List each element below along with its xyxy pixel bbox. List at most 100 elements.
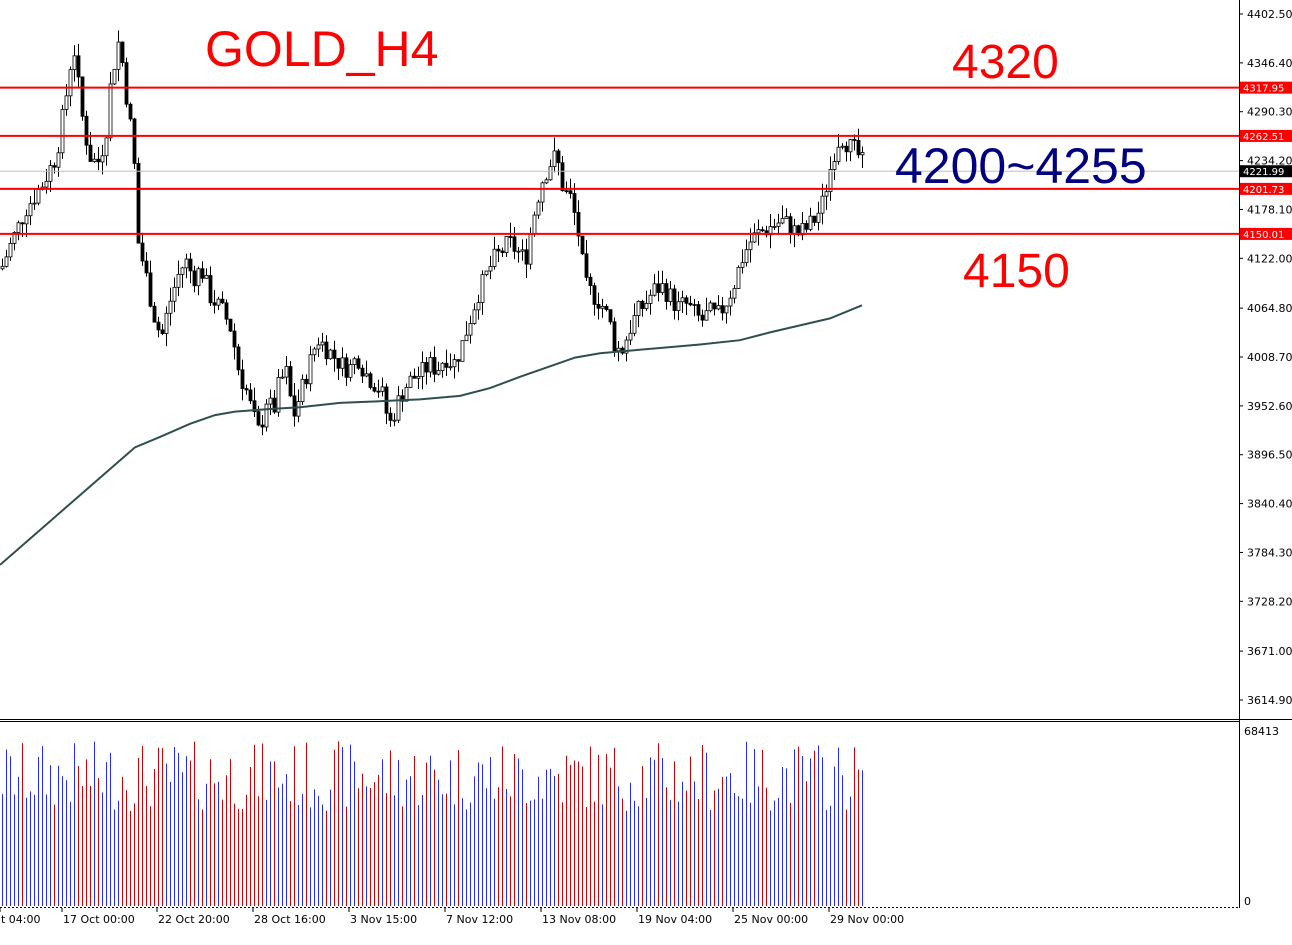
candle-body [208,275,213,304]
y-tick-label: 4178.10 [1247,203,1292,216]
candle-body [68,69,73,97]
candle-body [660,283,665,293]
candle-body [616,347,621,352]
candle-body [848,139,853,153]
candle-body [760,229,765,232]
candle-body [172,286,177,302]
moving-average [0,304,863,566]
candle-body [688,302,693,306]
candle-body [368,373,373,388]
candle-body [312,348,317,356]
candle-body [364,373,369,377]
candle-body [348,364,353,378]
y-tick-label: 3728.20 [1247,595,1292,608]
candle-body [144,260,149,274]
candle-body [708,302,713,312]
candle-body [736,266,741,289]
candle-body [260,424,265,428]
candle-body [344,357,349,378]
y-tick-label: 4008.70 [1247,351,1292,364]
candle-body [576,212,581,237]
candle-body [648,294,653,304]
candle-body [464,334,469,342]
candle-body [164,312,169,334]
y-tick-label: 3896.50 [1247,449,1292,462]
candle-body [372,387,377,392]
candle-body [484,270,489,276]
candles [0,30,865,436]
candle-body [8,242,13,258]
candle-body [60,109,65,154]
x-tick-label: 22 Oct 20:00 [158,913,230,926]
y-tick-label: 4122.00 [1247,252,1292,265]
candle-body [508,236,513,238]
candle-body [700,314,705,321]
y-tick-label: 4402.50 [1247,8,1292,21]
candle-body [380,386,385,392]
candle-body [292,395,297,417]
candle-body [680,297,685,303]
candle-body [456,359,461,362]
candle-body [752,232,757,243]
candle-body [140,242,145,262]
candle-body [92,158,97,162]
candle-body [0,265,5,270]
candle-body [636,300,641,316]
candle-body [776,222,781,227]
candle-body [132,118,137,164]
candle-body [568,190,573,194]
candle-body [416,376,421,379]
x-tick-label: 17 Oct 00:00 [63,913,135,926]
candle-body [32,202,37,205]
candle-body [396,395,401,421]
candle-body [248,389,253,402]
candle-body [120,41,125,63]
candle-body [432,357,437,375]
candle-body [444,362,449,368]
candle-body [56,152,61,168]
candle-body [728,297,733,307]
candle-body [500,250,505,253]
candle-body [492,248,497,267]
candle-body [720,305,725,314]
candle-body [336,357,341,369]
candle-body [820,195,825,214]
candle-body [744,249,749,264]
candle-body [184,258,189,269]
candle-body [460,340,465,362]
candle-body [408,375,413,388]
candle-body [476,302,481,311]
candle-body [76,55,81,78]
candle-body [404,387,409,402]
candle-body [216,298,221,306]
candle-body [288,366,293,397]
candle-body [136,162,141,244]
candle-body [376,390,381,393]
candle-body [788,216,793,235]
resistance-annotation: 4320 [952,36,1059,89]
candle-body [212,302,217,306]
volume-zero-label: 0 [1244,895,1251,908]
y-tick-label: 4064.80 [1247,302,1292,315]
candle-body [684,297,689,304]
candle-body [36,188,41,204]
candle-body [80,76,85,117]
candle-body [324,341,329,360]
range-annotation: 4200~4255 [895,138,1147,194]
candle-body [436,370,441,375]
candle-body [676,301,681,311]
candle-body [792,225,797,235]
y-tick-label: 3952.60 [1247,400,1292,413]
y-tick-label: 3784.30 [1247,546,1292,559]
candle-body [536,201,541,216]
candle-body [704,310,709,321]
x-axis: t 04:00 17 Oct 00:00 22 Oct 20:00 28 Oct 16… [0,908,904,926]
candle-body [388,412,393,421]
volume-pane [2,741,863,906]
candle-body [204,275,209,279]
candle-body [236,346,241,371]
support-annotation: 4150 [963,245,1070,298]
level-tag [1240,182,1292,195]
candle-body [224,302,229,320]
candle-body [356,358,361,369]
